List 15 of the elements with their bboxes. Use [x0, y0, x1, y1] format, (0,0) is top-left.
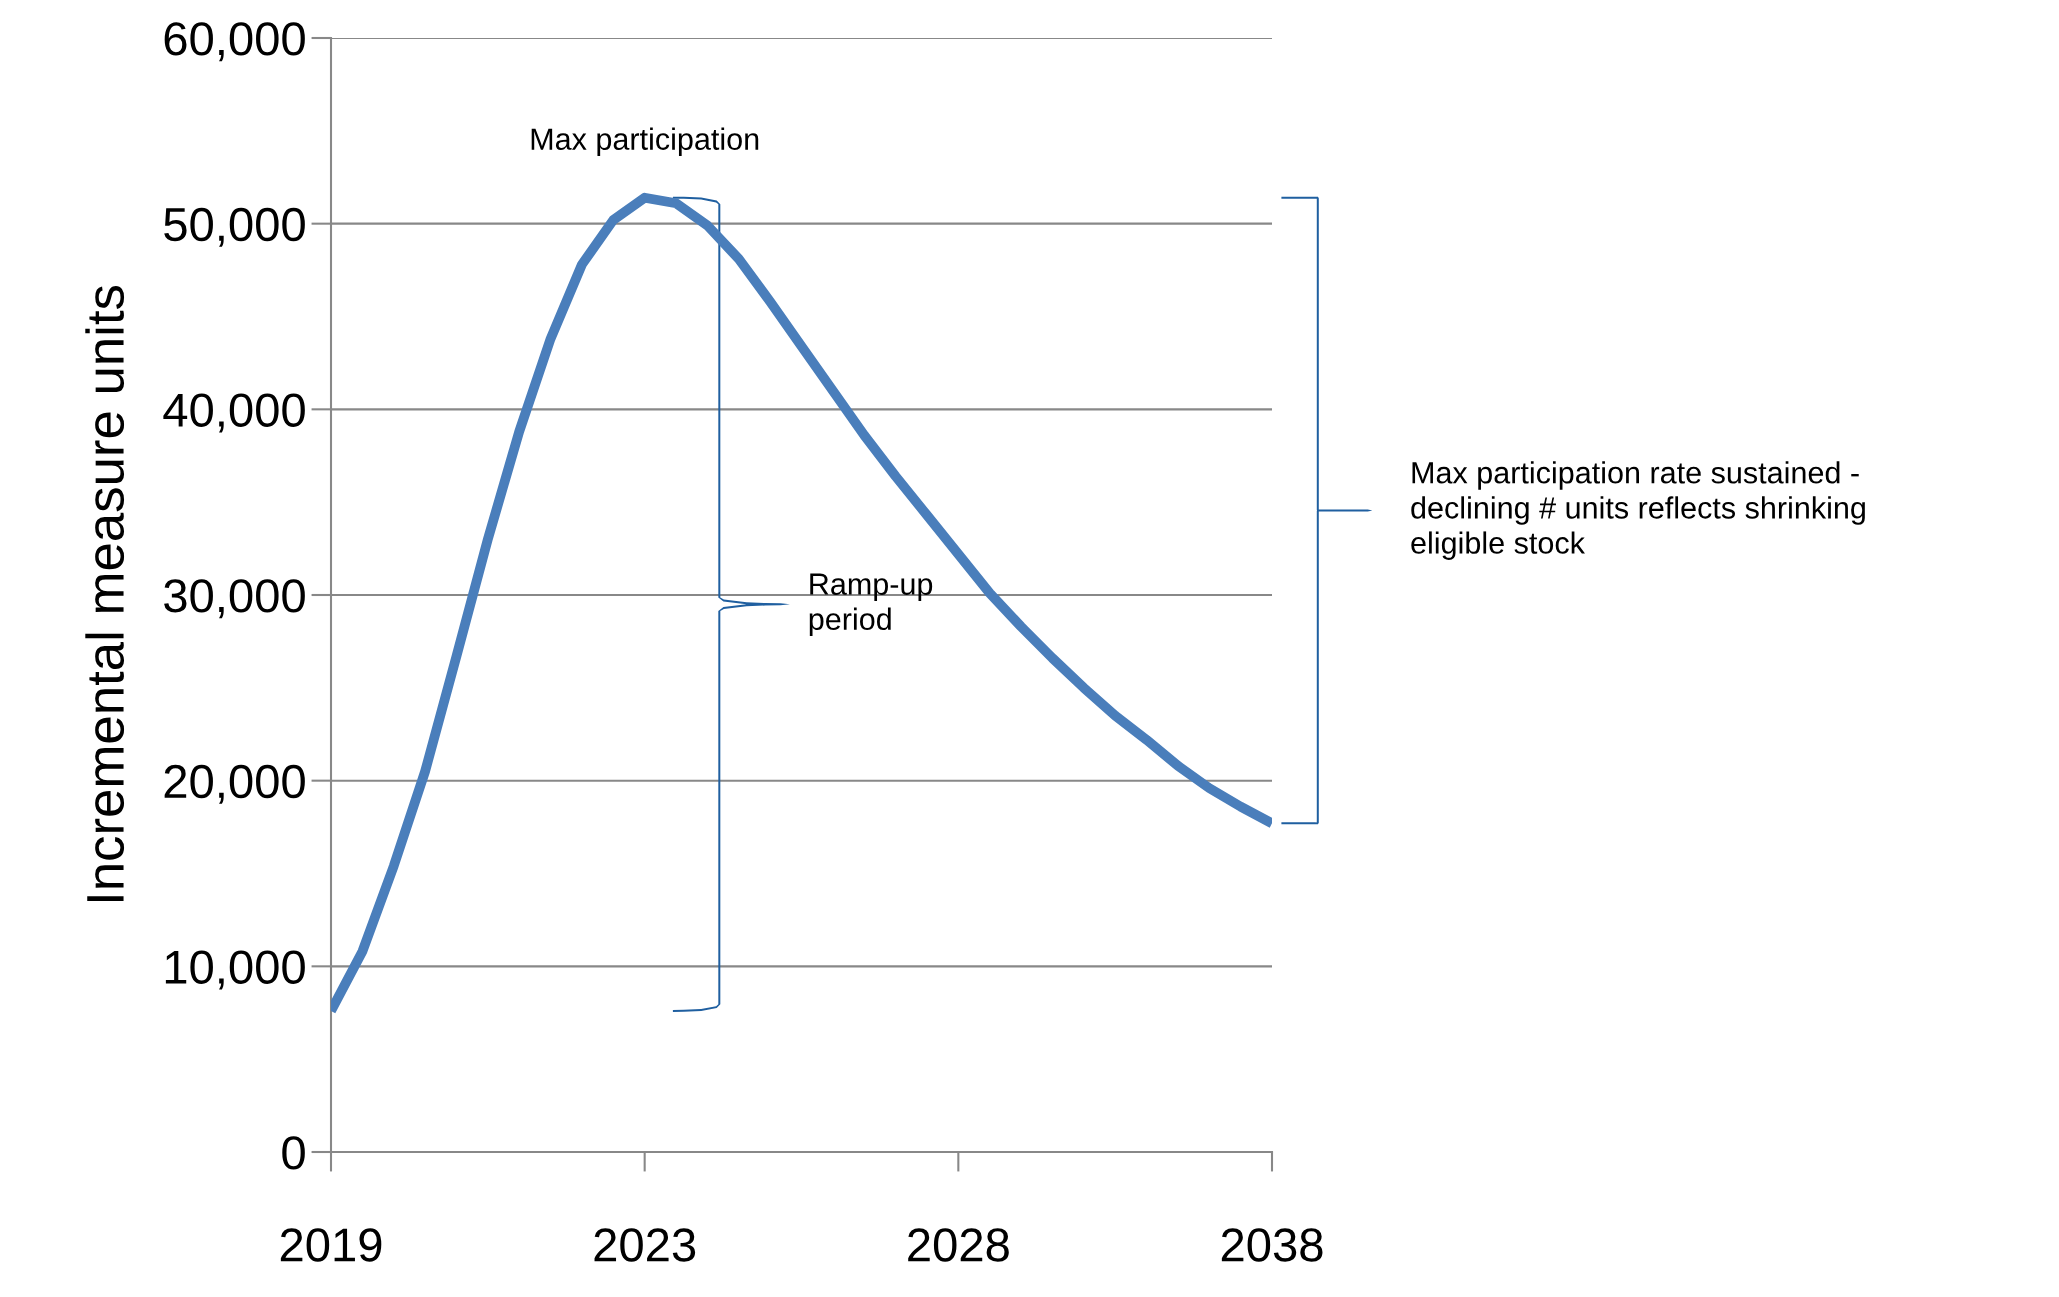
x-tick-label: 2023: [594, 1228, 696, 1262]
y-tick-label: 60,000: [164, 22, 305, 62]
y-tick-label: 20,000: [164, 764, 305, 804]
y-tick-label: 30,000: [164, 579, 305, 619]
y-tick-label: 0: [282, 1136, 305, 1170]
x-tick-label: 2038: [1221, 1228, 1323, 1262]
y-tick-label: 10,000: [165, 950, 305, 990]
text: Max participation rate sustained - declining # units reflects shrinking eligible stock: [1411, 461, 1865, 560]
y-tick-label: 40,000: [163, 393, 305, 433]
annotation: Max participation: [531, 127, 759, 157]
annotation: Ramp-up period: [809, 573, 933, 637]
y-tick-label: 50,000: [164, 207, 305, 247]
y-axis-title: Incremental measure units: [85, 285, 125, 902]
x-tick-label: 2028: [908, 1228, 1009, 1262]
x-tick-label: 2019: [280, 1228, 382, 1262]
